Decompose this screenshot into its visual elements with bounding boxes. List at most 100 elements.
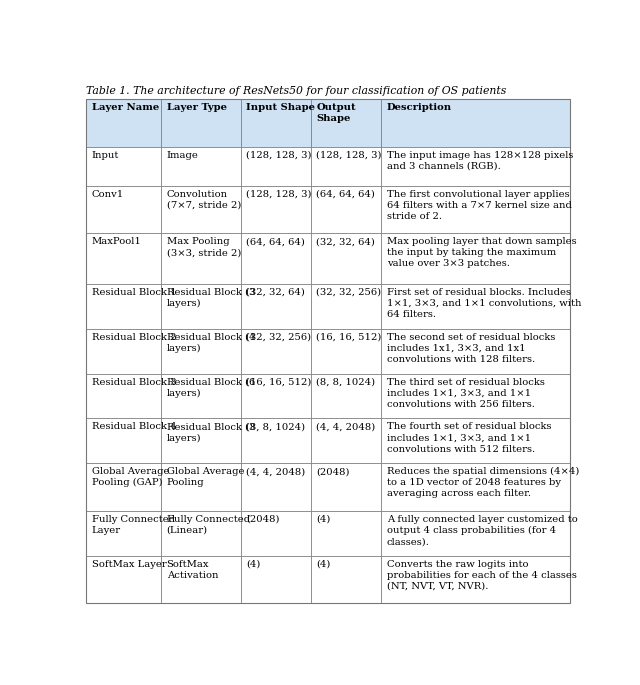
Bar [161, 99, 241, 147]
Bar [241, 419, 311, 463]
Bar [161, 419, 241, 463]
Text: (4): (4) [246, 560, 260, 569]
Text: Fully Connected
(Linear): Fully Connected (Linear) [166, 515, 250, 535]
Text: Convolution
(7×7, stride 2): Convolution (7×7, stride 2) [166, 190, 241, 210]
Bar [161, 186, 241, 234]
Text: Converts the raw logits into
probabilities for each of the 4 classes
(NT, NVT, V: Converts the raw logits into probabiliti… [387, 560, 577, 590]
Text: Residual Block (6
layers): Residual Block (6 layers) [166, 377, 255, 398]
Bar [241, 511, 311, 556]
Bar [86, 147, 161, 186]
Bar [311, 329, 381, 374]
Text: A fully connected layer customized to
output 4 class probabilities (for 4
classe: A fully connected layer customized to ou… [387, 515, 577, 546]
Bar [381, 147, 570, 186]
Text: (8, 8, 1024): (8, 8, 1024) [246, 423, 305, 432]
Bar [311, 284, 381, 329]
Bar [86, 374, 161, 419]
Bar [86, 329, 161, 374]
Bar [381, 374, 570, 419]
Text: Input Shape: Input Shape [246, 103, 316, 112]
Bar [311, 419, 381, 463]
Text: Residual Block (4
layers): Residual Block (4 layers) [166, 333, 255, 353]
Bar [86, 99, 161, 147]
Text: The first convolutional layer applies
64 filters with a 7×7 kernel size and
stri: The first convolutional layer applies 64… [387, 190, 572, 221]
Bar [241, 234, 311, 284]
Text: Fully Connected
Layer: Fully Connected Layer [92, 515, 175, 535]
Text: (8, 8, 1024): (8, 8, 1024) [317, 377, 376, 386]
Text: (32, 32, 64): (32, 32, 64) [246, 288, 305, 297]
Bar [241, 329, 311, 374]
Bar [161, 329, 241, 374]
Bar [86, 234, 161, 284]
Bar [86, 511, 161, 556]
Text: Input: Input [92, 151, 119, 160]
Text: Residual Block (3
layers): Residual Block (3 layers) [166, 288, 255, 308]
Bar [311, 186, 381, 234]
Text: Residual Block 3: Residual Block 3 [92, 377, 176, 386]
Text: (128, 128, 3): (128, 128, 3) [317, 151, 382, 160]
Text: SoftMax Layer: SoftMax Layer [92, 560, 166, 569]
Text: Image: Image [166, 151, 198, 160]
Text: Output
Shape: Output Shape [317, 103, 356, 123]
Text: (16, 16, 512): (16, 16, 512) [246, 377, 312, 386]
Bar [161, 374, 241, 419]
Text: (32, 32, 256): (32, 32, 256) [246, 333, 312, 342]
Bar [381, 284, 570, 329]
Text: (128, 128, 3): (128, 128, 3) [246, 190, 312, 199]
Bar [241, 99, 311, 147]
Bar [381, 234, 570, 284]
Bar [161, 463, 241, 511]
Text: Residual Block (3
layers): Residual Block (3 layers) [166, 423, 255, 443]
Text: (4): (4) [317, 515, 331, 524]
Text: SoftMax
Activation: SoftMax Activation [166, 560, 218, 580]
Bar [381, 329, 570, 374]
Text: The fourth set of residual blocks
includes 1×1, 3×3, and 1×1
convolutions with 5: The fourth set of residual blocks includ… [387, 423, 551, 453]
Bar [241, 186, 311, 234]
Text: Residual Block 4: Residual Block 4 [92, 423, 176, 432]
Text: (2048): (2048) [317, 467, 350, 476]
Text: First set of residual blocks. Includes
1×1, 3×3, and 1×1 convolutions, with
64 f: First set of residual blocks. Includes 1… [387, 288, 581, 319]
Bar [241, 374, 311, 419]
Bar [241, 284, 311, 329]
Bar [381, 556, 570, 603]
Bar [86, 556, 161, 603]
Text: (64, 64, 64): (64, 64, 64) [317, 190, 376, 199]
Text: (4): (4) [317, 560, 331, 569]
Text: Table 1. The architecture of ResNets50 for four classification of OS patients: Table 1. The architecture of ResNets50 f… [86, 86, 507, 96]
Text: Max Pooling
(3×3, stride 2): Max Pooling (3×3, stride 2) [166, 237, 241, 258]
Text: (32, 32, 256): (32, 32, 256) [317, 288, 381, 297]
Text: (2048): (2048) [246, 515, 280, 524]
Text: The input image has 128×128 pixels
and 3 channels (RGB).: The input image has 128×128 pixels and 3… [387, 151, 573, 171]
Text: Layer Name: Layer Name [92, 103, 159, 112]
Text: (4, 4, 2048): (4, 4, 2048) [246, 467, 306, 476]
Text: Layer Type: Layer Type [166, 103, 227, 112]
Text: Global Average
Pooling: Global Average Pooling [166, 467, 244, 487]
Bar [241, 463, 311, 511]
Text: The second set of residual blocks
includes 1x1, 3×3, and 1x1
convolutions with 1: The second set of residual blocks includ… [387, 333, 555, 364]
Bar [311, 234, 381, 284]
Text: The third set of residual blocks
includes 1×1, 3×3, and 1×1
convolutions with 25: The third set of residual blocks include… [387, 377, 545, 409]
Bar [311, 99, 381, 147]
Bar [161, 284, 241, 329]
Bar [161, 234, 241, 284]
Bar [381, 99, 570, 147]
Text: Residual Block 1: Residual Block 1 [92, 288, 176, 297]
Bar [86, 284, 161, 329]
Text: MaxPool1: MaxPool1 [92, 237, 141, 247]
Text: Conv1: Conv1 [92, 190, 124, 199]
Bar [86, 186, 161, 234]
Text: (4, 4, 2048): (4, 4, 2048) [317, 423, 376, 432]
Bar [311, 511, 381, 556]
Bar [381, 511, 570, 556]
Text: Max pooling layer that down samples
the input by taking the maximum
value over 3: Max pooling layer that down samples the … [387, 237, 576, 269]
Text: Description: Description [387, 103, 452, 112]
Bar [381, 419, 570, 463]
Bar [241, 147, 311, 186]
Text: (64, 64, 64): (64, 64, 64) [246, 237, 305, 247]
Bar [161, 511, 241, 556]
Bar [86, 463, 161, 511]
Bar [241, 556, 311, 603]
Text: Residual Block 2: Residual Block 2 [92, 333, 176, 342]
Bar [311, 374, 381, 419]
Bar [311, 463, 381, 511]
Bar [311, 147, 381, 186]
